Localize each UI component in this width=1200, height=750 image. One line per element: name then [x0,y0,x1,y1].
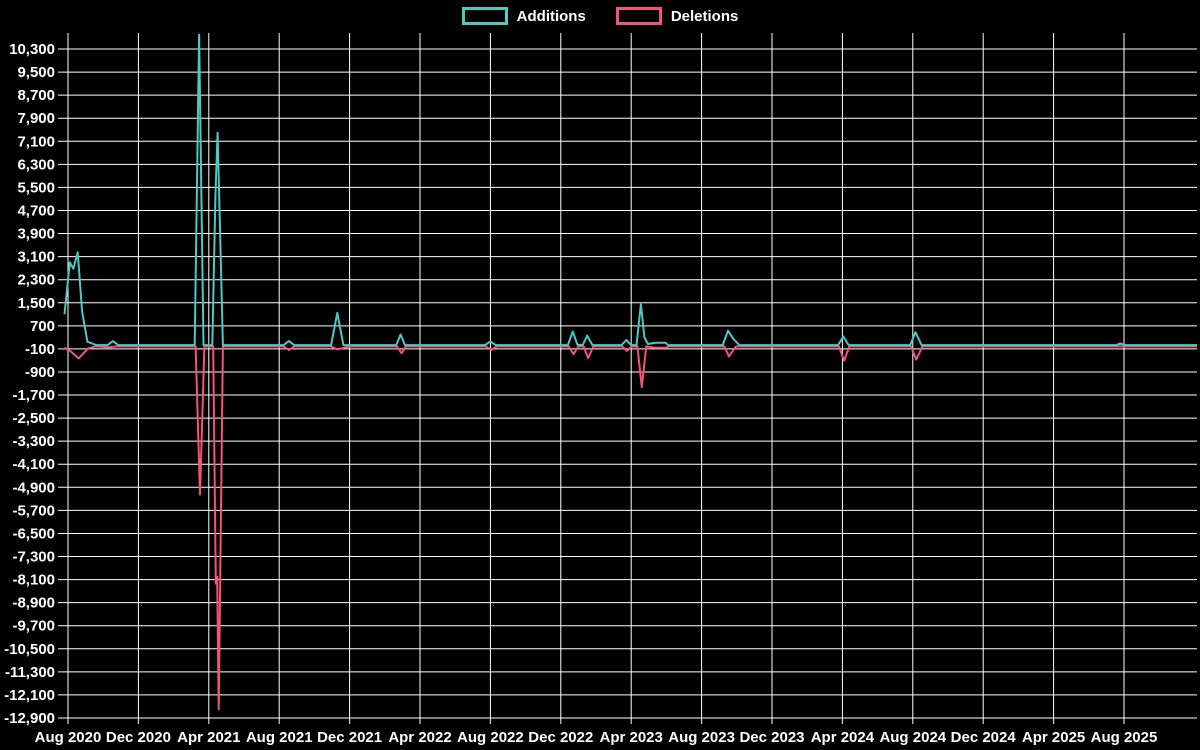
x-tick-label: Aug 2025 [1091,729,1158,746]
y-tick-label: -10,500 [4,641,55,658]
deletions-swatch [615,7,662,25]
y-tick-label: 2,300 [17,272,55,289]
x-tick-label: Apr 2024 [811,729,875,746]
y-tick-label: 6,300 [17,156,55,173]
y-tick-label: 10,300 [9,41,55,58]
y-tick-label: -900 [25,364,55,381]
y-tick-label: -12,100 [4,687,55,704]
y-tick-label: -8,900 [12,595,55,612]
y-tick-label: -7,300 [12,549,55,566]
x-tick-label: Aug 2021 [246,729,313,746]
y-tick-label: -5,700 [12,502,55,519]
x-tick-label: Aug 2020 [35,729,102,746]
x-tick-label: Apr 2022 [388,729,451,746]
additions-swatch [461,7,508,25]
x-tick-label: Aug 2022 [457,729,524,746]
y-tick-label: -2,500 [12,410,55,427]
y-tick-label: 8,700 [17,87,55,104]
y-tick-label: 700 [30,318,55,335]
x-tick-label: Dec 2024 [951,729,1017,746]
x-tick-label: Apr 2023 [600,729,663,746]
y-tick-label: -4,900 [12,479,55,496]
x-tick-label: Dec 2022 [528,729,593,746]
y-tick-label: -9,700 [12,618,55,635]
chart-legend: Additions Deletions [0,7,1200,25]
x-tick-label: Dec 2023 [739,729,804,746]
y-tick-label: -12,900 [4,710,55,727]
y-tick-label: 3,100 [17,249,55,266]
x-tick-label: Aug 2023 [668,729,735,746]
y-tick-label: 9,500 [17,64,55,81]
y-tick-label: -11,300 [5,664,55,681]
y-tick-label: 7,100 [17,133,55,150]
deletions-line [64,345,1197,711]
legend-label-additions: Additions [516,7,586,25]
x-tick-label: Dec 2021 [317,729,382,746]
y-tick-label: -8,100 [12,572,55,589]
y-tick-label: -1,700 [12,387,55,404]
y-tick-label: -100 [25,341,55,358]
y-tick-label: -4,100 [12,456,55,473]
x-tick-label: Apr 2021 [177,729,240,746]
y-tick-label: -3,300 [12,433,55,450]
legend-label-deletions: Deletions [670,7,739,25]
x-tick-label: Aug 2024 [879,729,946,746]
legend-item-additions[interactable]: Additions [461,7,586,25]
x-tick-label: Apr 2025 [1022,729,1085,746]
y-tick-label: 5,500 [17,179,55,196]
y-tick-label: 3,900 [17,226,55,243]
y-tick-label: 7,900 [17,110,55,127]
x-tick-label: Dec 2020 [106,729,171,746]
y-tick-label: 1,500 [17,295,55,312]
y-tick-label: -6,500 [12,525,55,542]
additions-line [63,33,1197,347]
legend-item-deletions[interactable]: Deletions [615,7,739,25]
y-tick-label: 4,700 [17,202,55,219]
